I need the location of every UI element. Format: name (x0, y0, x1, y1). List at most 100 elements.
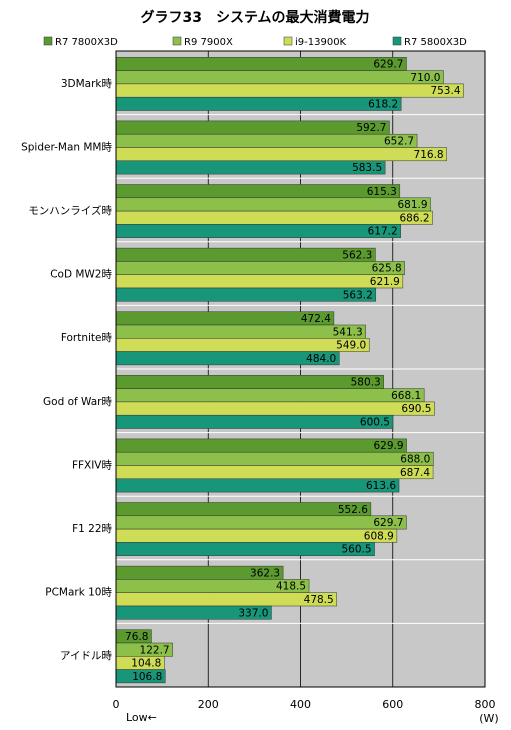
x-unit-label: (W) (479, 712, 498, 725)
legend-swatch (172, 36, 182, 46)
legend-label: i9-13900K (295, 37, 347, 48)
value-label: 562.3 (342, 249, 372, 261)
x-tick-label: 400 (290, 698, 311, 711)
value-label: 652.7 (384, 136, 414, 148)
value-label: 618.2 (368, 99, 398, 111)
value-label: 608.9 (364, 530, 394, 542)
category-label: CoD MW2時 (50, 269, 112, 281)
bar-4-4 (115, 287, 377, 302)
value-label: 122.7 (140, 644, 170, 656)
bar-3-7 (115, 465, 434, 480)
category-label: Fortnite時 (61, 332, 113, 344)
value-label: 668.1 (391, 390, 421, 402)
bar-2-5 (115, 324, 366, 339)
low-note-text: Low (126, 711, 148, 724)
legend-label: R7 5800X3D (404, 37, 467, 48)
bar-2-7 (115, 451, 434, 466)
bar-4-7 (115, 478, 400, 493)
category-label: モンハンライズ時 (28, 204, 112, 217)
value-label: 681.9 (397, 199, 427, 211)
value-label: 592.7 (356, 122, 386, 134)
bar-3-3 (115, 210, 433, 225)
value-label: 76.8 (125, 631, 148, 643)
bar-4-1 (115, 96, 402, 111)
x-tick-label: 800 (475, 698, 496, 711)
value-label: 617.2 (368, 226, 398, 238)
category-label: God of War時 (43, 396, 112, 408)
category-label: PCMark 10時 (45, 587, 112, 599)
x-tick-label: 0 (113, 698, 120, 711)
category-label: 3DMark時 (61, 78, 113, 90)
value-label: 106.8 (132, 671, 162, 683)
bar-2-1 (115, 70, 444, 85)
value-label: 563.2 (343, 289, 373, 301)
bar-3-1 (115, 83, 464, 98)
chart-title: グラフ33 システムの最大消費電力 (140, 9, 369, 26)
value-label: 690.5 (401, 403, 431, 415)
bar-4-8 (115, 542, 375, 556)
value-label: 362.3 (250, 567, 280, 579)
low-note-arrow: ← (148, 711, 157, 724)
x-tick-label: 600 (382, 698, 403, 711)
value-label: 716.8 (414, 149, 444, 161)
value-label: 560.5 (341, 544, 371, 556)
value-label: 472.4 (301, 313, 331, 325)
value-label: 613.6 (366, 480, 396, 492)
category-label: Spider-Man MM時 (21, 141, 112, 153)
bar-2-4 (115, 261, 405, 275)
legend-swatch (43, 36, 53, 46)
category-label: FFXIV時 (72, 459, 113, 471)
plot-border (115, 50, 486, 688)
legend-swatch (283, 36, 293, 46)
bar-1-2 (115, 120, 390, 135)
value-label: 484.0 (306, 353, 336, 365)
value-label: 621.9 (370, 276, 400, 288)
bar-4-3 (115, 224, 401, 238)
bar-2-6 (115, 388, 425, 403)
bar-4-2 (115, 160, 386, 175)
category-label: F1 22時 (72, 523, 112, 535)
value-label: 710.0 (410, 72, 440, 84)
legend-label: R9 7900X (184, 37, 233, 48)
bar-3-8 (115, 528, 398, 543)
bar-2-2 (115, 133, 418, 148)
bar-1-1 (115, 57, 407, 71)
value-label: 629.7 (373, 517, 403, 529)
value-label: 552.6 (338, 504, 368, 516)
value-label: 625.8 (372, 263, 402, 275)
x-tick-label: 200 (198, 698, 219, 711)
bar-3-2 (115, 147, 447, 162)
value-label: 686.2 (399, 212, 429, 224)
value-label: 688.0 (400, 454, 430, 466)
value-label: 549.0 (336, 340, 366, 352)
value-label: 629.7 (373, 59, 403, 71)
legend: R7 7800X3D R9 7900X i9-13900K R7 5800X3D (43, 36, 467, 48)
category-label: アイドル時 (60, 650, 112, 662)
legend-swatch (392, 36, 402, 46)
bar-1-7 (115, 438, 407, 453)
value-label: 600.5 (360, 417, 390, 429)
bar-4-6 (115, 414, 394, 429)
bar-1-3 (115, 184, 401, 199)
value-label: 580.3 (351, 377, 381, 389)
bar-3-6 (115, 401, 435, 416)
value-label: 687.4 (400, 467, 430, 479)
value-label: 478.5 (304, 594, 334, 606)
bar-1-8 (115, 502, 372, 517)
bar-3-4 (115, 274, 404, 289)
value-label: 541.3 (333, 326, 363, 338)
bar-1-6 (115, 375, 384, 389)
value-label: 337.0 (238, 607, 268, 619)
value-label: 753.4 (430, 85, 460, 97)
value-label: 104.8 (131, 658, 161, 670)
value-label: 418.5 (276, 581, 306, 593)
bar-2-3 (115, 197, 431, 212)
value-label: 615.3 (367, 186, 397, 198)
bar-3-5 (115, 338, 370, 352)
low-note: Low← (126, 711, 157, 724)
legend-label: R7 7800X3D (55, 37, 118, 48)
bar-1-4 (115, 247, 376, 262)
value-label: 583.5 (352, 162, 382, 174)
